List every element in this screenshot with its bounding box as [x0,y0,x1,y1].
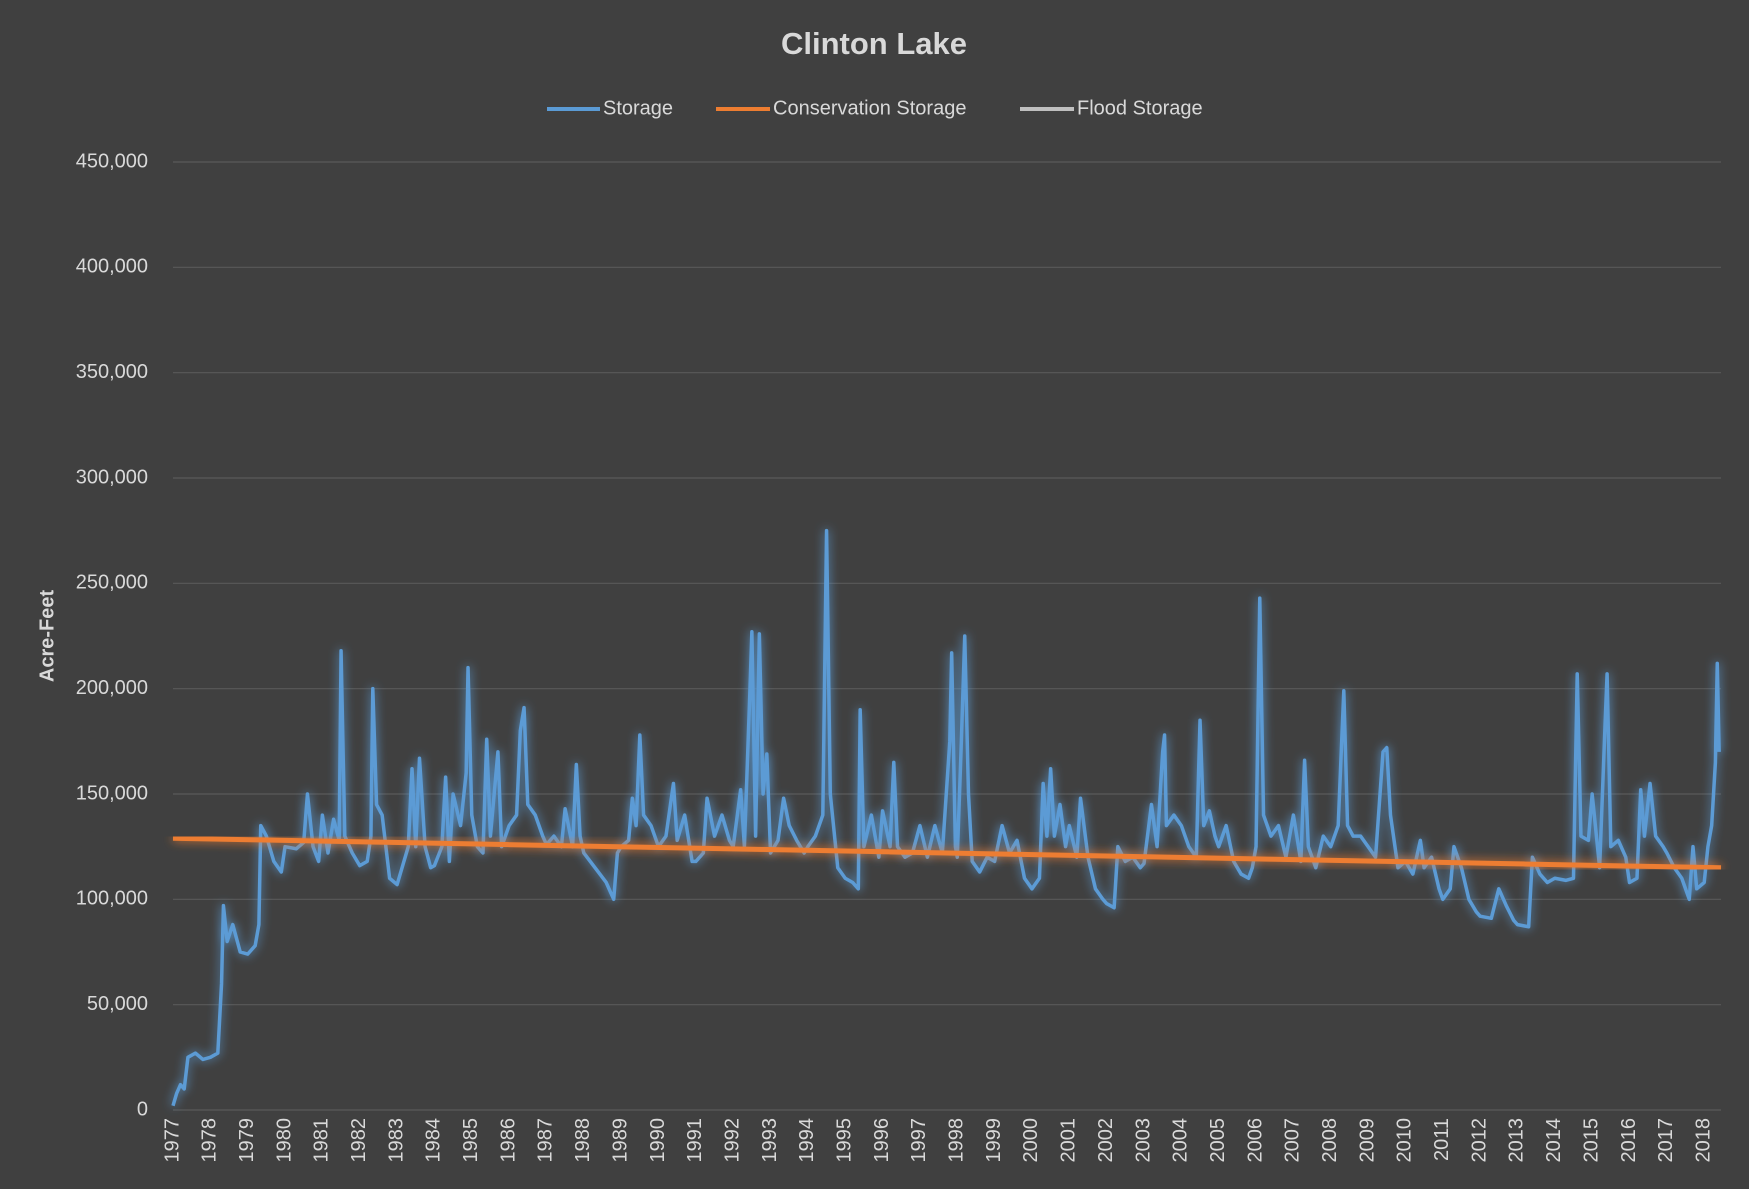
x-tick-label: 1999 [983,1118,1005,1163]
x-tick-label: 2009 [1356,1118,1378,1163]
x-tick-label: 1995 [834,1118,856,1163]
x-tick-label: 1985 [460,1118,482,1163]
x-tick-label: 1997 [908,1118,930,1163]
x-tick-label: 2010 [1394,1118,1416,1163]
legend-label: Storage [603,97,673,119]
x-tick-label: 1979 [236,1118,258,1163]
x-tick-label: 2007 [1282,1118,1304,1163]
x-tick-label: 1983 [385,1118,407,1163]
legend-label: Flood Storage [1077,97,1203,119]
x-tick-label: 2000 [1020,1118,1042,1163]
x-tick-label: 1978 [199,1118,221,1163]
x-tick-label: 1988 [572,1118,594,1163]
x-tick-label: 1984 [423,1118,445,1163]
y-tick-label: 250,000 [76,572,148,594]
x-tick-label: 2006 [1244,1118,1266,1163]
x-tick-label: 1980 [273,1118,295,1163]
y-tick-label: 50,000 [87,993,148,1015]
legend-label: Conservation Storage [773,97,966,119]
series-line [171,528,1721,1107]
x-tick-label: 1986 [497,1118,519,1163]
x-tick-label: 1990 [647,1118,669,1163]
x-tick-label: 1998 [946,1118,968,1163]
y-tick-label: 300,000 [76,466,148,488]
x-tick-label: 2001 [1058,1118,1080,1163]
y-axis-title: Acre-Feet [36,590,58,683]
x-tick-label: 1982 [348,1118,370,1163]
y-tick-label: 350,000 [76,361,148,383]
x-tick-label: 2018 [1692,1118,1714,1163]
x-tick-label: 2008 [1319,1118,1341,1163]
x-tick-label: 2016 [1618,1118,1640,1163]
x-tick-label: 2017 [1655,1118,1677,1163]
x-tick-label: 2003 [1132,1118,1154,1163]
x-tick-label: 1977 [161,1118,183,1163]
x-tick-label: 2014 [1543,1118,1565,1163]
chart-title: Clinton Lake [781,26,967,61]
x-tick-label: 2002 [1095,1118,1117,1163]
y-tick-label: 400,000 [76,256,148,278]
x-tick-label: 2015 [1580,1118,1602,1163]
x-tick-label: 1981 [311,1118,333,1163]
x-tick-label: 2004 [1170,1118,1192,1163]
y-tick-label: 150,000 [76,782,148,804]
y-tick-label: 100,000 [76,888,148,910]
x-tick-label: 2005 [1207,1118,1229,1163]
y-tick-label: 450,000 [76,150,148,172]
x-tick-label: 1992 [721,1118,743,1163]
series-line [172,835,1722,871]
y-tick-label: 0 [137,1098,148,1120]
x-tick-label: 1996 [871,1118,893,1163]
y-tick-label: 200,000 [76,677,148,699]
x-tick-label: 2013 [1506,1118,1528,1163]
x-tick-label: 1993 [759,1118,781,1163]
x-tick-label: 1991 [684,1118,706,1163]
x-tick-label: 1987 [535,1118,557,1163]
x-tick-label: 1989 [609,1118,631,1163]
x-tick-label: 2011 [1431,1118,1453,1161]
x-tick-label: 2012 [1468,1118,1490,1163]
x-tick-label: 1994 [796,1118,818,1163]
